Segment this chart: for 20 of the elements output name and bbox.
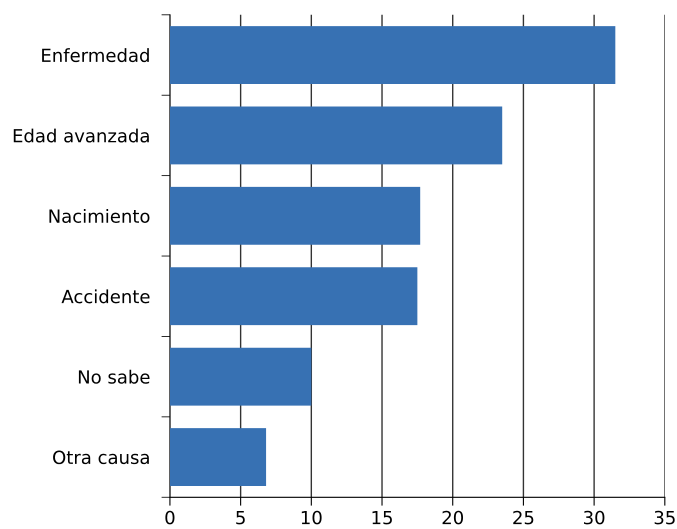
y-tick-label: Nacimiento [49, 208, 150, 223]
bar [170, 267, 418, 326]
y-tick-label: No sabe [78, 370, 150, 384]
x-tick-label: 5 [236, 511, 245, 524]
y-tick-label: Edad avanzada [14, 128, 149, 143]
x-tick-label: 35 [654, 510, 675, 524]
x-tick-label: 25 [513, 510, 534, 524]
bar [170, 106, 502, 164]
x-tick-label: 0 [165, 510, 174, 524]
y-tick-label: Accidente [62, 289, 150, 304]
x-tick-label: 10 [302, 510, 322, 524]
x-tick-label: 30 [584, 510, 604, 524]
bar [170, 186, 420, 245]
y-tick-label: Otra causa [53, 450, 149, 464]
x-tick-label: 15 [372, 511, 392, 524]
y-tick-label: Enfermedad [42, 48, 149, 62]
bar [170, 428, 266, 486]
bar [170, 348, 312, 406]
x-tick-label: 20 [442, 510, 464, 524]
bar [170, 26, 616, 84]
